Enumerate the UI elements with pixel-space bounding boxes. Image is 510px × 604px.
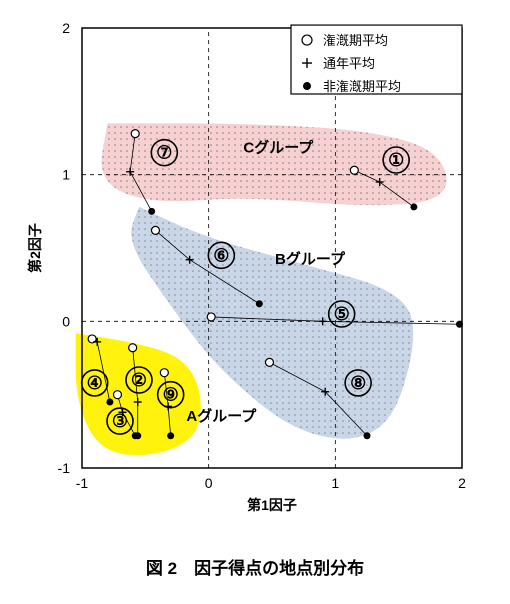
marker-filled-circle [256,300,263,307]
station-number: ⑤ [334,304,350,324]
marker-open-circle [129,344,137,352]
legend-marker-open-icon [302,35,312,45]
legend-label: 通年平均 [323,56,375,71]
station-number: ② [131,370,147,390]
marker-open-circle [151,226,159,234]
ytick-label: -1 [58,460,71,476]
legend-label: 潅漑期平均 [323,33,388,48]
station-number: ③ [112,411,128,431]
station-number: ⑧ [350,373,366,393]
xtick-label: 2 [458,475,466,491]
legend-label: 非潅漑期平均 [323,79,401,94]
ytick-label: 1 [62,167,70,183]
station-number: ⑨ [163,385,179,405]
station-number: ① [388,150,404,170]
xtick-label: 0 [205,475,213,491]
station-number: ⑥ [213,245,229,265]
marker-open-circle [160,369,168,377]
ytick-label: 0 [62,313,70,329]
marker-open-circle [350,166,358,174]
group-label: Cグループ [243,139,314,157]
scatter-chart: -1 0 1 2 -1 0 1 2 第1因子 第2因子 ① ② ③④ ⑤ ⑥ ⑦ ⑧ ⑨ Aグループ Bグループ Cグル… [10,10,500,594]
x-axis-label: 第1因子 [247,497,297,513]
marker-filled-circle [167,432,174,439]
group-label: Bグループ [275,250,346,268]
figure-caption: 図 2 因子得点の地点別分布 [146,558,364,578]
marker-open-circle [131,130,139,138]
xtick-label: -1 [76,475,89,491]
marker-filled-circle [456,321,463,328]
marker-open-circle [207,313,215,321]
marker-filled-circle [410,203,417,210]
xtick-label: 1 [331,475,339,491]
marker-filled-circle [132,432,139,439]
station-number: ⑦ [156,143,172,163]
marker-open-circle [265,358,273,366]
station-number: ④ [87,373,103,393]
ytick-label: 2 [62,20,70,36]
chart-container: -1 0 1 2 -1 0 1 2 第1因子 第2因子 ① ② ③④ ⑤ ⑥ ⑦ ⑧ ⑨ Aグループ Bグループ Cグル… [10,10,500,594]
marker-filled-circle [364,432,371,439]
group-label: Aグループ [186,407,257,425]
marker-open-circle [113,391,121,399]
marker-filled-circle [148,208,155,215]
legend-marker-filled-icon [303,82,311,90]
marker-filled-circle [106,399,113,406]
y-axis-label: 第2因子 [27,223,43,273]
